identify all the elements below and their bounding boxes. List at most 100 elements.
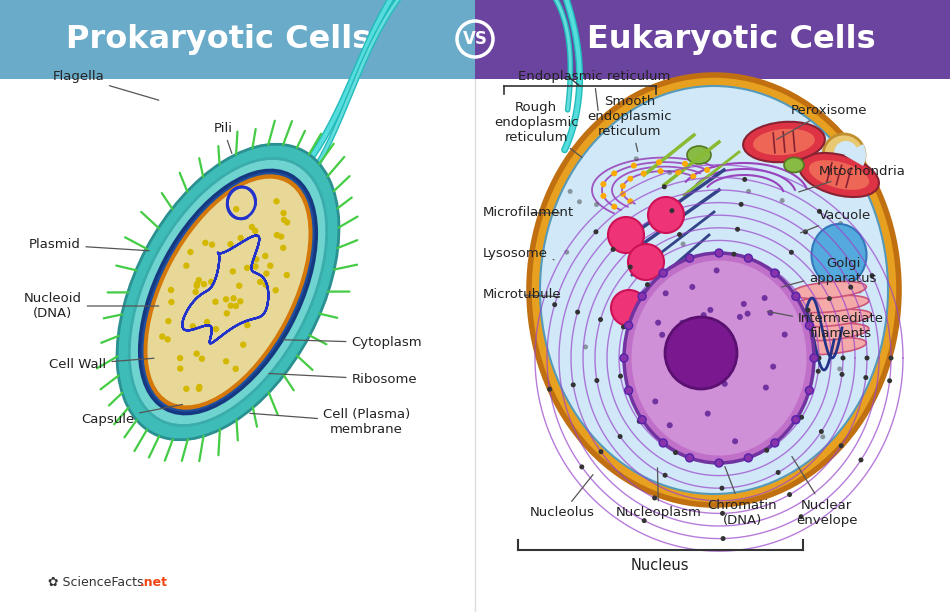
Ellipse shape: [624, 253, 814, 463]
Circle shape: [227, 302, 234, 309]
Circle shape: [732, 252, 736, 256]
Text: VS: VS: [463, 30, 487, 48]
Ellipse shape: [632, 261, 807, 455]
Circle shape: [667, 441, 672, 446]
Circle shape: [834, 239, 839, 245]
Text: Microfilament: Microfilament: [483, 206, 574, 220]
Circle shape: [620, 191, 626, 197]
Ellipse shape: [834, 141, 858, 165]
Circle shape: [864, 375, 868, 380]
Circle shape: [691, 173, 696, 179]
Circle shape: [657, 168, 664, 174]
Circle shape: [257, 278, 263, 285]
Circle shape: [238, 235, 244, 241]
Circle shape: [720, 511, 725, 516]
Circle shape: [244, 322, 251, 328]
Circle shape: [826, 296, 832, 301]
Circle shape: [571, 382, 576, 387]
Text: Cytoplasm: Cytoplasm: [283, 336, 422, 349]
Circle shape: [583, 345, 588, 349]
Circle shape: [690, 340, 696, 346]
Text: Pili: Pili: [214, 122, 233, 154]
Circle shape: [745, 254, 752, 262]
Text: Golgi
apparatus: Golgi apparatus: [782, 256, 877, 287]
Text: .net: .net: [140, 575, 168, 589]
Circle shape: [686, 254, 694, 262]
Circle shape: [618, 374, 623, 379]
Circle shape: [621, 324, 626, 329]
Circle shape: [196, 384, 202, 390]
Circle shape: [770, 269, 779, 277]
Circle shape: [636, 419, 642, 424]
Circle shape: [780, 198, 785, 203]
Circle shape: [768, 310, 773, 316]
Circle shape: [244, 264, 250, 271]
Circle shape: [253, 263, 258, 270]
Text: ✿ ScienceFacts: ✿ ScienceFacts: [48, 575, 143, 589]
Circle shape: [737, 314, 743, 320]
Circle shape: [204, 319, 210, 325]
Circle shape: [168, 299, 175, 305]
Circle shape: [659, 332, 665, 338]
Text: Flagella: Flagella: [52, 70, 159, 100]
Text: Chromatin
(DNA): Chromatin (DNA): [708, 466, 777, 527]
Circle shape: [577, 200, 582, 204]
Circle shape: [177, 355, 183, 361]
Circle shape: [223, 358, 229, 365]
Circle shape: [788, 492, 792, 497]
Circle shape: [223, 296, 229, 302]
Circle shape: [732, 438, 738, 444]
Circle shape: [194, 281, 200, 287]
Circle shape: [638, 293, 646, 300]
Circle shape: [600, 181, 606, 187]
Ellipse shape: [743, 122, 825, 162]
Circle shape: [653, 398, 658, 405]
Circle shape: [227, 241, 234, 247]
Bar: [0, 0, 475, 79]
Circle shape: [869, 273, 875, 278]
Circle shape: [841, 356, 846, 360]
Circle shape: [625, 321, 633, 329]
Circle shape: [682, 161, 688, 166]
Text: Endoplasmic reticulum: Endoplasmic reticulum: [518, 70, 670, 110]
Circle shape: [238, 298, 243, 305]
Circle shape: [575, 310, 580, 315]
Circle shape: [716, 378, 722, 384]
Circle shape: [738, 202, 744, 207]
Circle shape: [199, 356, 205, 362]
Circle shape: [712, 336, 717, 341]
Circle shape: [659, 269, 667, 277]
Ellipse shape: [140, 170, 316, 414]
Bar: [475, 0, 950, 79]
Circle shape: [177, 365, 183, 371]
Circle shape: [652, 496, 657, 501]
Text: Microtubule: Microtubule: [483, 288, 561, 302]
Circle shape: [701, 312, 707, 318]
Circle shape: [719, 486, 725, 491]
Circle shape: [721, 356, 726, 361]
Circle shape: [795, 319, 800, 324]
Circle shape: [598, 449, 603, 454]
Circle shape: [564, 250, 569, 255]
Circle shape: [741, 301, 747, 307]
Ellipse shape: [687, 146, 711, 164]
Circle shape: [164, 336, 171, 343]
Circle shape: [568, 189, 573, 194]
Circle shape: [810, 354, 818, 362]
Circle shape: [677, 367, 683, 373]
Circle shape: [775, 470, 781, 475]
Circle shape: [547, 387, 552, 392]
Circle shape: [857, 288, 863, 294]
Circle shape: [819, 429, 824, 434]
Circle shape: [240, 341, 246, 348]
Ellipse shape: [787, 309, 871, 327]
Circle shape: [284, 219, 291, 226]
Circle shape: [775, 271, 780, 275]
Circle shape: [278, 233, 284, 240]
Circle shape: [196, 277, 202, 283]
Circle shape: [212, 299, 218, 305]
Circle shape: [611, 290, 647, 326]
Circle shape: [262, 253, 269, 259]
Circle shape: [223, 310, 230, 316]
Circle shape: [770, 364, 776, 370]
